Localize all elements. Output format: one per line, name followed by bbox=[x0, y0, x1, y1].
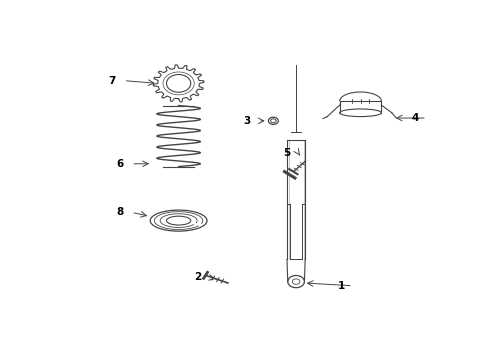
Text: 5: 5 bbox=[283, 148, 290, 158]
Text: 7: 7 bbox=[108, 76, 116, 86]
Text: 3: 3 bbox=[243, 116, 250, 126]
Text: 2: 2 bbox=[194, 273, 201, 283]
Text: 8: 8 bbox=[116, 207, 123, 217]
Text: 4: 4 bbox=[411, 113, 418, 123]
Text: 6: 6 bbox=[116, 159, 123, 169]
Text: 1: 1 bbox=[337, 281, 345, 291]
